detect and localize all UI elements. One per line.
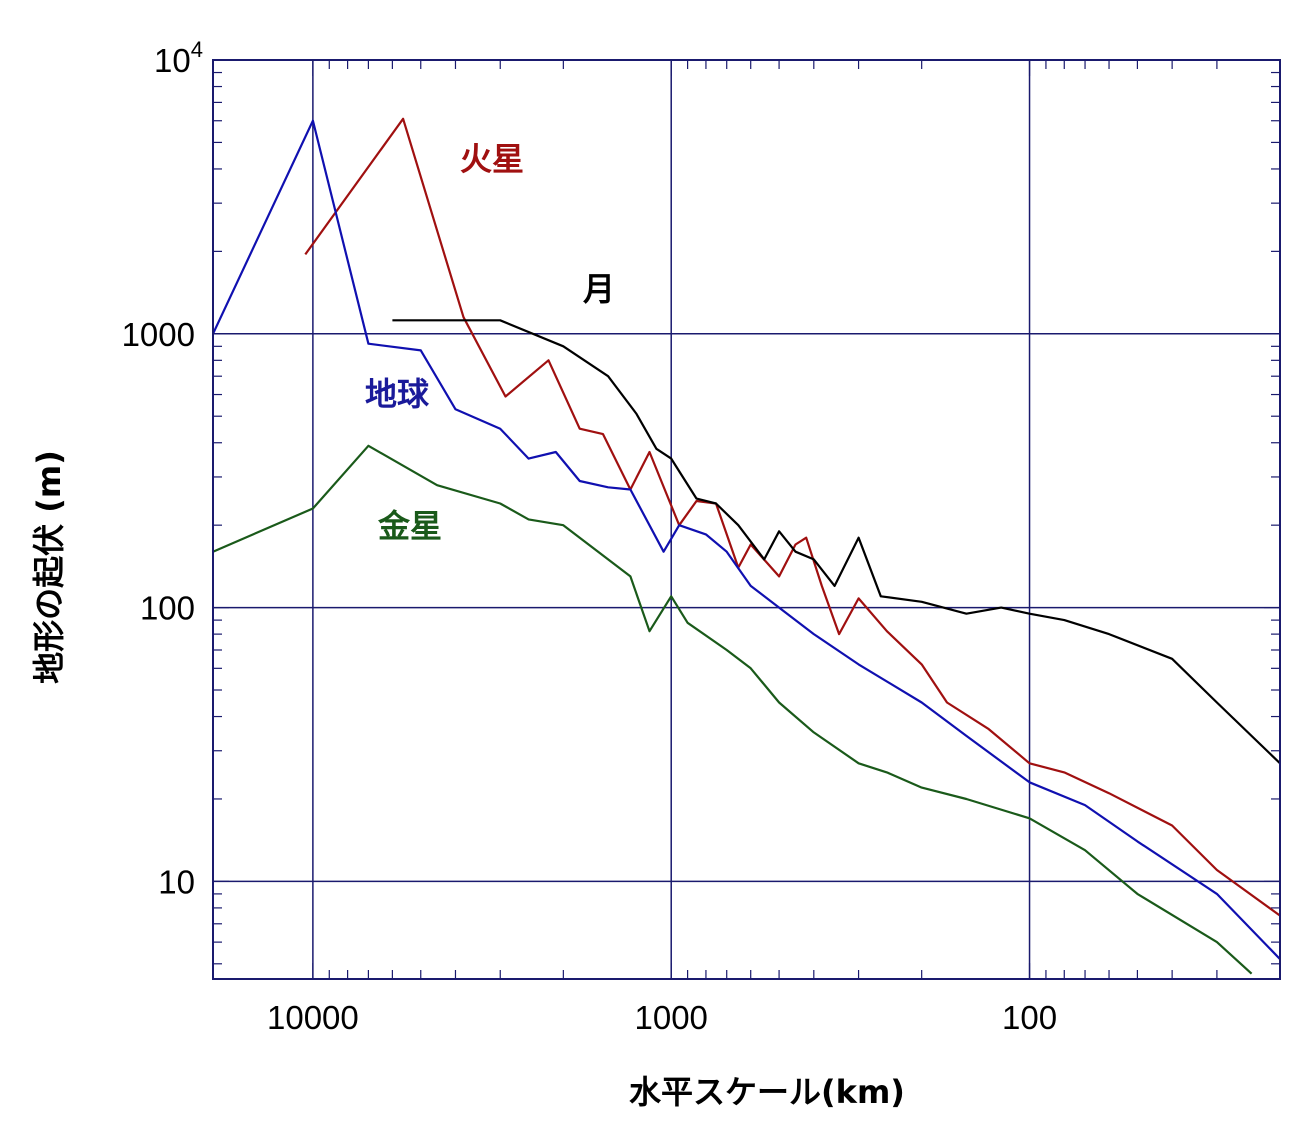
grid <box>213 60 1280 979</box>
x-tick-label: 100 <box>1002 999 1057 1036</box>
x-axis-title: 水平スケール(km) <box>629 1073 905 1111</box>
x-tick-label: 10000 <box>267 999 359 1036</box>
series-label-venus: 金星 <box>377 507 442 545</box>
tick-labels: 10000 1000 100 10 100 1000 104 <box>122 37 1057 1036</box>
y-tick-label: 104 <box>154 37 203 79</box>
series-lines <box>212 117 1281 975</box>
series-line-3 <box>212 444 1253 975</box>
series-line-1 <box>212 119 1281 960</box>
y-axis-title: 地形の起伏 (m) <box>30 450 68 684</box>
series-label-moon: 月 <box>583 270 615 308</box>
series-label-mars: 火星 <box>460 140 524 178</box>
plot-frame <box>212 59 1281 980</box>
y-tick-label-exponent: 4 <box>191 37 203 62</box>
series-line-0 <box>304 117 1281 917</box>
series-label-earth: 地球 <box>365 375 430 413</box>
y-tick-label: 1000 <box>122 316 195 353</box>
ticks <box>213 59 1281 979</box>
y-tick-label: 10 <box>158 863 195 900</box>
series-line-2 <box>392 319 1281 765</box>
y-tick-label: 100 <box>140 590 195 627</box>
x-tick-label: 1000 <box>635 999 708 1036</box>
